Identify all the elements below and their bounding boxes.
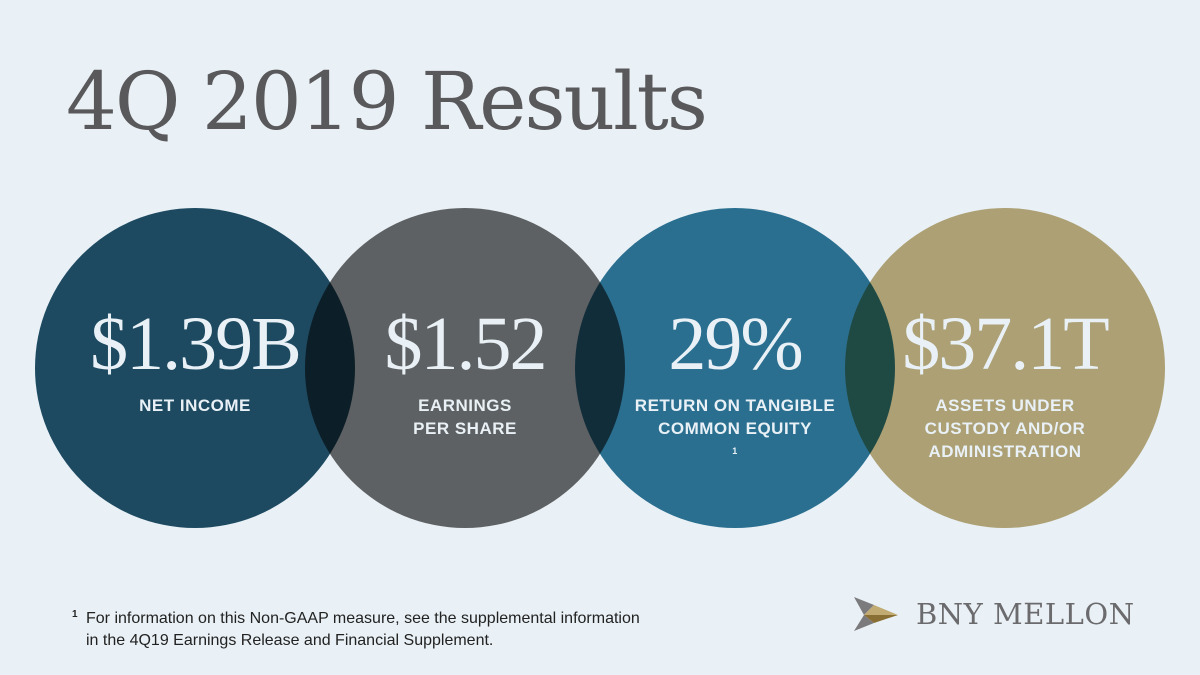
metric-value: $37.1T xyxy=(902,302,1109,386)
metric-label-line: CUSTODY AND/OR xyxy=(924,419,1086,438)
metric-circle-auc: $37.1T ASSETS UNDER CUSTODY AND/OR ADMIN… xyxy=(845,208,1165,528)
page-title: 4Q 2019 Results xyxy=(66,55,708,148)
metric-value: 29% xyxy=(668,302,803,386)
metric-circle-rotce: 29% RETURN ON TANGIBLE COMMON EQUITY 1 xyxy=(575,208,895,528)
metric-label-line: PER SHARE xyxy=(413,419,517,438)
metric-circle-eps: $1.52 EARNINGS PER SHARE xyxy=(305,208,625,528)
metric-label: EARNINGS PER SHARE xyxy=(305,394,625,440)
metric-label-line: ADMINISTRATION xyxy=(928,442,1082,461)
metric-label-line: NET INCOME xyxy=(139,396,251,415)
metric-label: ASSETS UNDER CUSTODY AND/OR ADMINISTRATI… xyxy=(845,394,1165,463)
bny-mellon-logo-icon xyxy=(854,597,898,631)
metric-label-line-with-footnote: COMMON EQUITY 1 xyxy=(575,417,895,463)
metric-value: $1.52 xyxy=(384,302,548,386)
footnote: 1 For information on this Non-GAAP measu… xyxy=(72,608,640,652)
metric-label-line: COMMON EQUITY xyxy=(658,419,812,438)
metric-label-line: ASSETS UNDER xyxy=(935,396,1075,415)
metric-value: $1.39B xyxy=(90,302,302,386)
metric-label: RETURN ON TANGIBLE COMMON EQUITY 1 xyxy=(575,394,895,463)
metric-label: NET INCOME xyxy=(35,394,355,417)
metric-label-line: RETURN ON TANGIBLE xyxy=(634,396,836,415)
brand-name: BNY MELLON xyxy=(916,597,1135,631)
footnote-line: For information on this Non-GAAP measure… xyxy=(86,610,640,627)
footnote-reference: 1 xyxy=(732,446,738,456)
brand-logo: BNY MELLON xyxy=(852,592,1135,636)
footnote-marker: 1 xyxy=(72,609,78,620)
footnote-line: in the 4Q19 Earnings Release and Financi… xyxy=(86,632,494,649)
metric-label-line: EARNINGS xyxy=(418,396,512,415)
metric-circle-net-income: $1.39B NET INCOME xyxy=(35,208,355,528)
